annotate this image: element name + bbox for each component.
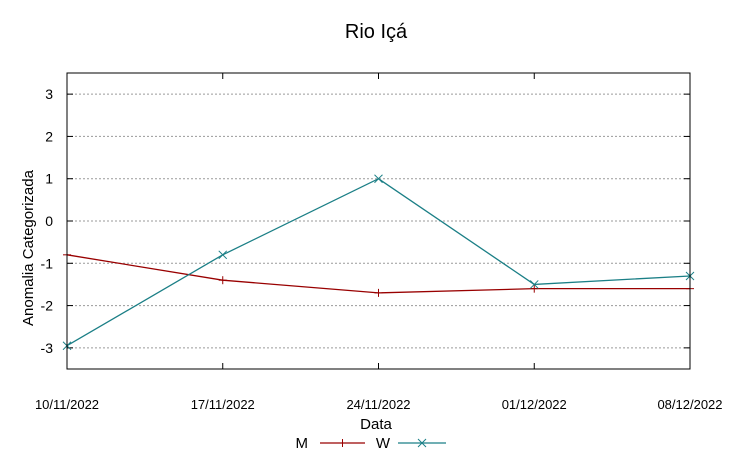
data-point-W xyxy=(374,174,383,184)
x-axis-label: Data xyxy=(360,416,392,433)
y-tick-label: 3 xyxy=(45,86,53,102)
x-tick-label: 01/12/2022 xyxy=(502,397,567,412)
x-tick-label: 17/11/2022 xyxy=(191,397,255,412)
legend-label-M: M xyxy=(296,435,309,452)
x-tick-label: 08/12/2022 xyxy=(657,397,722,412)
plot-frame xyxy=(66,72,691,370)
data-point-marker xyxy=(529,280,539,289)
x-ticks: 10/11/2022 17/11/2022 24/11/2022 01/12/2022… xyxy=(35,73,723,412)
series-line-M xyxy=(66,254,690,294)
x-tick-label: 10/11/2022 xyxy=(35,397,99,412)
data-point-W xyxy=(529,280,539,289)
data-point-marker xyxy=(374,174,383,184)
legend-marker xyxy=(417,438,427,448)
y-ticks: -3 -2 -1 0 1 2 3 xyxy=(41,86,690,356)
legend-marker-W xyxy=(417,438,427,448)
series-line-W xyxy=(66,177,691,347)
y-tick-label: 2 xyxy=(45,128,53,144)
data-point-marker xyxy=(218,250,228,260)
y-tick-label: 1 xyxy=(45,171,53,187)
chart-title: Rio Içá xyxy=(345,21,408,43)
data-point-M xyxy=(530,284,539,293)
legend-label-W: W xyxy=(376,435,391,452)
y-tick-label: 0 xyxy=(45,213,53,229)
data-point-M xyxy=(218,276,227,285)
y-tick-label: -1 xyxy=(41,255,54,271)
y-tick-label: -2 xyxy=(41,298,54,314)
y-axis-label: Anomalia Categorizada xyxy=(20,169,37,326)
series xyxy=(62,174,695,351)
data-point-M xyxy=(374,288,383,297)
x-tick-label: 24/11/2022 xyxy=(346,397,410,412)
grid xyxy=(67,93,690,349)
legend-marker-M xyxy=(338,439,347,447)
data-point-W xyxy=(218,250,228,260)
y-tick-label: -3 xyxy=(41,340,54,356)
